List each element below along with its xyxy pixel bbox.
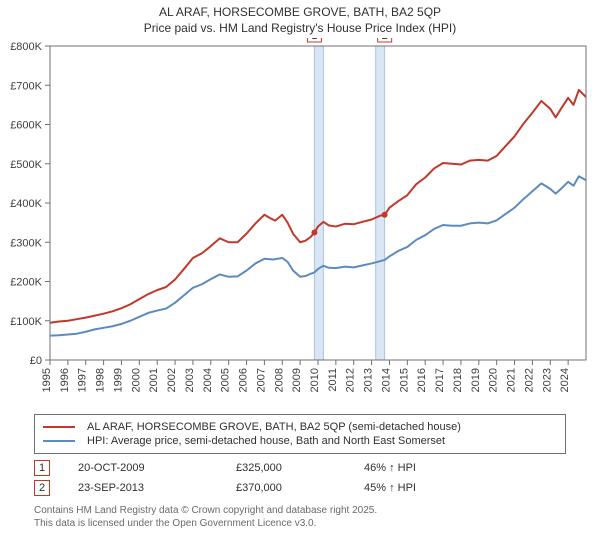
marker-badge-1: 1 — [34, 460, 50, 476]
x-tick-label: 2024 — [559, 368, 571, 392]
legend-label: HPI: Average price, semi-detached house,… — [87, 435, 445, 447]
legend-label: AL ARAF, HORSECOMBE GROVE, BATH, BA2 5QP… — [87, 421, 461, 433]
line-chart-svg: £0 £100K £200K £300K £400K £500K £600K £700K £80… — [0, 38, 600, 408]
marker-row: 1 20-OCT-2009 £325,000 46% ↑ HPI — [34, 460, 566, 476]
chart-marker-label: 2 — [382, 38, 388, 42]
y-tick-label: £100K — [10, 316, 42, 328]
x-tick-label: 2004 — [202, 368, 214, 392]
x-tick-label: 2003 — [184, 368, 196, 392]
x-tick-label: 2002 — [166, 368, 178, 392]
x-tick-label: 2008 — [273, 368, 285, 392]
x-tick-label: 2005 — [220, 368, 232, 392]
marker-price: £325,000 — [236, 462, 336, 474]
x-tick-label: 2022 — [523, 368, 535, 392]
legend-swatch-price-paid — [43, 426, 75, 428]
legend-item: HPI: Average price, semi-detached house,… — [43, 435, 557, 447]
x-tick-label: 1999 — [112, 368, 124, 392]
x-tick-label: 2007 — [255, 368, 267, 392]
x-tick-label: 2013 — [363, 368, 375, 392]
footer-line2: This data is licensed under the Open Gov… — [34, 517, 566, 530]
x-tick-label: 2018 — [452, 368, 464, 392]
x-tick-label: 2020 — [488, 368, 500, 392]
x-tick-label: 2010 — [309, 368, 321, 392]
x-tick-label: 2009 — [291, 368, 303, 392]
chart-title-line2: Price paid vs. HM Land Registry's House … — [0, 20, 600, 36]
footer-line1: Contains HM Land Registry data © Crown c… — [34, 504, 566, 517]
legend-swatch-hpi — [43, 440, 75, 442]
marker-date: 23-SEP-2013 — [78, 482, 208, 494]
chart-container: £0 £100K £200K £300K £400K £500K £600K £700K £80… — [0, 38, 600, 408]
y-tick-label: £500K — [10, 159, 42, 171]
y-tick-label: £0 — [30, 355, 42, 367]
chart-marker-label: 1 — [311, 38, 317, 42]
x-tick-label: 2019 — [470, 368, 482, 392]
x-tick-label: 2015 — [398, 368, 410, 392]
chart-title-line1: AL ARAF, HORSECOMBE GROVE, BATH, BA2 5QP — [0, 4, 600, 20]
x-tick-label: 1997 — [77, 368, 89, 392]
x-tick-label: 1998 — [95, 368, 107, 392]
y-tick-label: £800K — [10, 41, 42, 53]
y-tick-label: £700K — [10, 81, 42, 93]
x-tick-label: 2021 — [506, 368, 518, 392]
x-tick-label: 2006 — [238, 368, 250, 392]
footer-attribution: Contains HM Land Registry data © Crown c… — [34, 504, 566, 530]
x-tick-label: 2017 — [434, 368, 446, 392]
marker-price: £370,000 — [236, 482, 336, 494]
y-tick-label: £400K — [10, 198, 42, 210]
x-tick-label: 1995 — [41, 368, 53, 392]
marker-row: 2 23-SEP-2013 £370,000 45% ↑ HPI — [34, 480, 566, 496]
marker-pct: 46% ↑ HPI — [364, 462, 484, 474]
legend-box: AL ARAF, HORSECOMBE GROVE, BATH, BA2 5QP… — [34, 414, 566, 454]
x-tick-label: 2000 — [130, 368, 142, 392]
x-tick-label: 2001 — [148, 368, 160, 392]
x-tick-label: 2012 — [345, 368, 357, 392]
y-tick-label: £300K — [10, 238, 42, 250]
x-tick-label: 2016 — [416, 368, 428, 392]
chart-marker-dot — [311, 230, 317, 236]
chart-marker-dot — [382, 212, 388, 218]
x-tick-label: 2014 — [380, 368, 392, 392]
x-tick-label: 2023 — [541, 368, 553, 392]
chart-title-block: AL ARAF, HORSECOMBE GROVE, BATH, BA2 5QP… — [0, 0, 600, 38]
x-tick-label: 2011 — [327, 368, 339, 392]
y-tick-label: £200K — [10, 277, 42, 289]
marker-date: 20-OCT-2009 — [78, 462, 208, 474]
marker-badge-2: 2 — [34, 480, 50, 496]
x-tick-label: 1996 — [59, 368, 71, 392]
highlight-band — [376, 46, 385, 360]
y-tick-label: £600K — [10, 120, 42, 132]
highlight-band — [314, 46, 323, 360]
legend-item: AL ARAF, HORSECOMBE GROVE, BATH, BA2 5QP… — [43, 421, 557, 433]
marker-pct: 45% ↑ HPI — [364, 482, 484, 494]
marker-table: 1 20-OCT-2009 £325,000 46% ↑ HPI 2 23-SE… — [34, 460, 566, 500]
